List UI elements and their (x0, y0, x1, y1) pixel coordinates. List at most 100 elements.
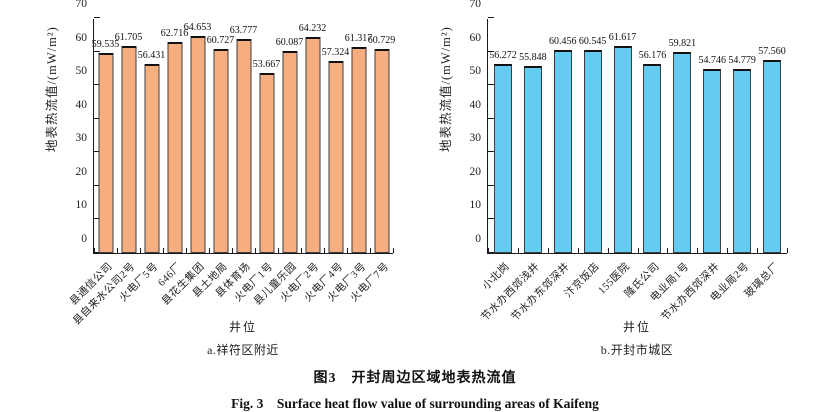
bar-column: 57.324 (321, 19, 350, 253)
chart-panel-b: 地表热流值/(mW/m²) 0 10 20 30 40 50 60 70 56.272 55.8… (437, 0, 788, 358)
y-tick (94, 151, 100, 153)
y-tick-label: 10 (469, 199, 482, 212)
y-tick (488, 84, 494, 86)
y-tick (488, 17, 494, 18)
x-tick (637, 248, 639, 253)
bar (305, 37, 320, 253)
bar (98, 53, 113, 253)
bar-column: 59.821 (667, 19, 697, 253)
x-tick (186, 248, 187, 253)
chart-panel-a: 地表热流值/(mW/m²) 0 10 20 30 40 50 60 70 59.535 61.7… (43, 0, 395, 358)
y-tick-label: 70 (75, 0, 88, 10)
x-tick (140, 248, 141, 253)
bar (703, 69, 722, 253)
bar-value-label: 60.456 (548, 36, 577, 48)
bar-column: 60.545 (578, 19, 608, 253)
x-tick (697, 248, 699, 253)
y-tick-label: 50 (469, 65, 482, 78)
bar-column: 59.535 (92, 19, 119, 253)
bar (259, 72, 274, 253)
y-tick (94, 17, 100, 18)
x-tick (577, 248, 579, 253)
bar-column: 60.727 (207, 19, 234, 253)
x-tick (301, 248, 302, 253)
y-tick-label: 20 (75, 165, 88, 178)
charts-row: 地表热流值/(mW/m²) 0 10 20 30 40 50 60 70 59.535 61.7… (0, 0, 830, 358)
bar-column: 60.087 (275, 19, 304, 253)
bar-value-label: 64.232 (298, 23, 327, 35)
x-tick (94, 248, 95, 253)
plot-area: 59.535 61.705 56.431 62.716 64.653 60.727 63.7… (92, 17, 395, 254)
x-tick (607, 248, 609, 253)
y-tick (94, 218, 100, 220)
bar-value-label: 59.821 (668, 38, 697, 50)
bar (282, 51, 297, 253)
bar (167, 42, 182, 253)
bar-column: 56.431 (137, 19, 166, 253)
bar-column: 61.317 (344, 19, 373, 253)
y-tick-label: 60 (469, 31, 482, 44)
y-axis-label: 地表热流值/(mW/m²) (439, 26, 453, 152)
bar-value-label: 61.705 (114, 31, 143, 43)
bar-column: 60.456 (548, 19, 578, 253)
y-tick-label: 30 (469, 132, 482, 145)
bar-value-label: 55.848 (519, 51, 547, 63)
x-tick (517, 248, 519, 253)
x-category-labels: 县通信公司 县自来水公司2号 火电厂5号 646厂 县花生集团 县土地局 县体育场 火电厂1号… (68, 254, 393, 327)
y-tick (488, 50, 494, 52)
y-tick-labels: 0 10 20 30 40 50 60 70 (457, 0, 487, 254)
x-axis-label: 井位 (228, 320, 257, 334)
bar-value-label: 54.779 (728, 55, 756, 67)
x-tick (347, 248, 348, 253)
figure-caption-en: Fig. 3 Surface heat flow value of surrou… (231, 396, 599, 411)
bar (190, 35, 205, 253)
y-tick-label: 10 (75, 199, 88, 212)
bar (121, 45, 136, 253)
bar-column: 62.716 (160, 19, 189, 253)
x-tick (324, 248, 325, 253)
x-tick (370, 248, 371, 253)
y-tick-labels: 0 10 20 30 40 50 60 70 (63, 0, 93, 254)
bar-column: 53.667 (252, 19, 281, 253)
bar-column: 63.777 (229, 19, 258, 253)
x-tick (727, 248, 729, 253)
chart-subtitle-a: a.祥符区附近 (207, 343, 279, 357)
y-tick (94, 184, 100, 186)
bar-value-label: 53.667 (252, 58, 281, 70)
bar-value-label: 57.324 (321, 46, 350, 58)
bar-column: 54.746 (697, 19, 727, 253)
bar (374, 49, 389, 253)
bar-value-label: 61.317 (344, 33, 373, 45)
bar-value-label: 63.777 (229, 24, 258, 36)
bar-value-label: 56.431 (137, 49, 166, 61)
x-tick (667, 248, 669, 253)
x-tick (255, 248, 256, 253)
bar (493, 64, 512, 253)
x-tick (209, 248, 210, 253)
y-tick (488, 184, 494, 186)
bar-column: 55.848 (518, 19, 548, 253)
bar-value-label: 60.087 (275, 37, 304, 49)
y-tick-label: 50 (75, 65, 88, 78)
y-tick-label: 30 (75, 132, 88, 145)
y-tick (94, 84, 100, 86)
x-tick (232, 248, 233, 253)
bar (523, 65, 542, 253)
bar-column: 61.617 (608, 19, 638, 253)
bar-column: 54.779 (727, 19, 757, 253)
x-tick (163, 248, 164, 253)
bar-value-label: 61.617 (608, 32, 637, 44)
x-tick (117, 248, 118, 253)
bar (613, 46, 632, 253)
bar (583, 49, 602, 253)
bar-value-label: 62.716 (160, 28, 189, 40)
y-axis-label: 地表热流值/(mW/m²) (45, 26, 59, 152)
bar-value-label: 54.746 (698, 55, 726, 67)
bar-value-label: 56.272 (489, 50, 517, 62)
y-tick (94, 117, 100, 119)
bar (733, 69, 752, 253)
bar-column: 64.232 (298, 19, 327, 253)
bar (213, 49, 228, 253)
bar-value-label: 64.653 (183, 21, 212, 33)
bar (351, 47, 366, 253)
